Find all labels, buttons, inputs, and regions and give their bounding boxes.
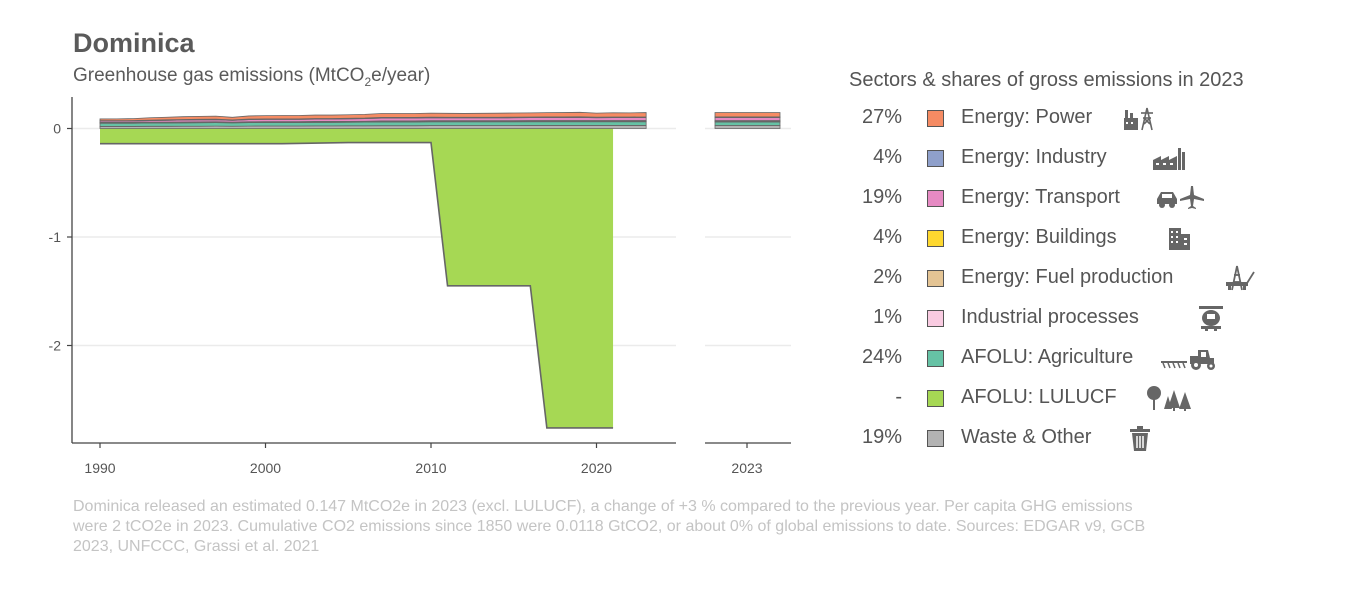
series-area-afolu-lulucf (100, 128, 614, 428)
grid-lines (72, 127, 791, 347)
inset-2023-bar (714, 112, 781, 129)
trees-icon (1147, 386, 1191, 411)
x-tick-label: 2010 (415, 460, 446, 476)
x-tick-label: 2000 (250, 460, 281, 476)
legend-share: 19% (861, 186, 902, 208)
legend-label: AFOLU: LULUCF (961, 386, 1117, 408)
legend-item-afolu-agriculture: 24% AFOLU: Agriculture (840, 338, 1280, 378)
cement-mixer-icon (1199, 306, 1223, 331)
x-tick-label: 2020 (581, 460, 612, 476)
legend-label: AFOLU: Agriculture (961, 346, 1134, 368)
legend-item-afolu-lulucf: - AFOLU: LULUCF (840, 378, 1280, 418)
oil-rig-icon (1226, 265, 1255, 291)
legend-share: 2% (873, 266, 902, 288)
legend-item-energy-fuel-production: 2% Energy: Fuel production (840, 258, 1280, 298)
legend-swatch (927, 350, 944, 367)
legend-item-energy-power: 27% Energy: Power (840, 98, 1280, 138)
legend-item-industrial-processes: 1% Industrial processes (840, 298, 1280, 338)
footnote: Dominica released an estimated 0.147 MtC… (73, 498, 1146, 555)
legend-label: Energy: Fuel production (961, 266, 1174, 288)
buildings-icon (1169, 228, 1190, 250)
legend-label: Energy: Power (961, 106, 1093, 128)
stacked-areas (99, 111, 647, 429)
legend-label: Energy: Buildings (961, 226, 1117, 248)
legend-item-energy-industry: 4% Energy: Industry (840, 138, 1280, 178)
legend-label: Energy: Transport (961, 186, 1120, 208)
legend-share: 27% (861, 106, 902, 128)
legend-swatch (927, 150, 944, 167)
legend-share: 1% (873, 306, 902, 328)
legend-swatch (927, 270, 944, 287)
chart-subtitle: Greenhouse gas emissions (MtCO2e/year) (73, 65, 431, 89)
lulucf-outline (100, 141, 614, 429)
legend-swatch (927, 430, 944, 447)
car-plane-icon (1157, 186, 1204, 209)
legend-swatch (927, 390, 944, 407)
legend-label: Waste & Other (961, 426, 1092, 448)
legend-item-energy-buildings: 4% Energy: Buildings (840, 218, 1280, 258)
inset-x-tick-label: 2023 (731, 460, 762, 476)
legend-share: 19% (861, 426, 902, 448)
series-area-energy-power (99, 111, 647, 122)
legend-share: 4% (873, 146, 902, 168)
y-tick-label: 0 (53, 121, 61, 137)
legend-label: Industrial processes (961, 306, 1139, 328)
legend-share: - (895, 386, 902, 408)
legend-share: 24% (861, 346, 902, 368)
legend-swatch (927, 190, 944, 207)
chart-title: Dominica (73, 28, 195, 58)
emissions-chart: 0 -1 -2 1990 2000 2010 2020 2023 (49, 97, 791, 477)
x-tick-label: 1990 (84, 460, 115, 476)
legend-swatch (927, 310, 944, 327)
legend-item-waste-other: 19% Waste & Other (840, 418, 1280, 458)
y-tick-label: -1 (49, 229, 62, 245)
inset-bar-energy-transport (714, 117, 781, 121)
axis-ticks: 0 -1 -2 1990 2000 2010 2020 2023 (49, 121, 763, 477)
legend-share: 4% (873, 226, 902, 248)
legend-label: Energy: Industry (961, 146, 1107, 168)
power-plant-icon (1124, 107, 1153, 131)
legend-swatch (927, 230, 944, 247)
trash-icon (1130, 426, 1150, 451)
inset-bar-waste-other (714, 125, 781, 129)
axes (71, 97, 791, 444)
legend-title: Sectors & shares of gross emissions in 2… (849, 69, 1244, 91)
inset-bar-energy-power (714, 112, 781, 118)
legend-swatch (927, 110, 944, 127)
legend-item-energy-transport: 19% Energy: Transport (840, 178, 1280, 218)
factory-icon (1153, 148, 1185, 170)
y-tick-label: -2 (49, 338, 62, 354)
tractor-icon (1161, 350, 1215, 370)
